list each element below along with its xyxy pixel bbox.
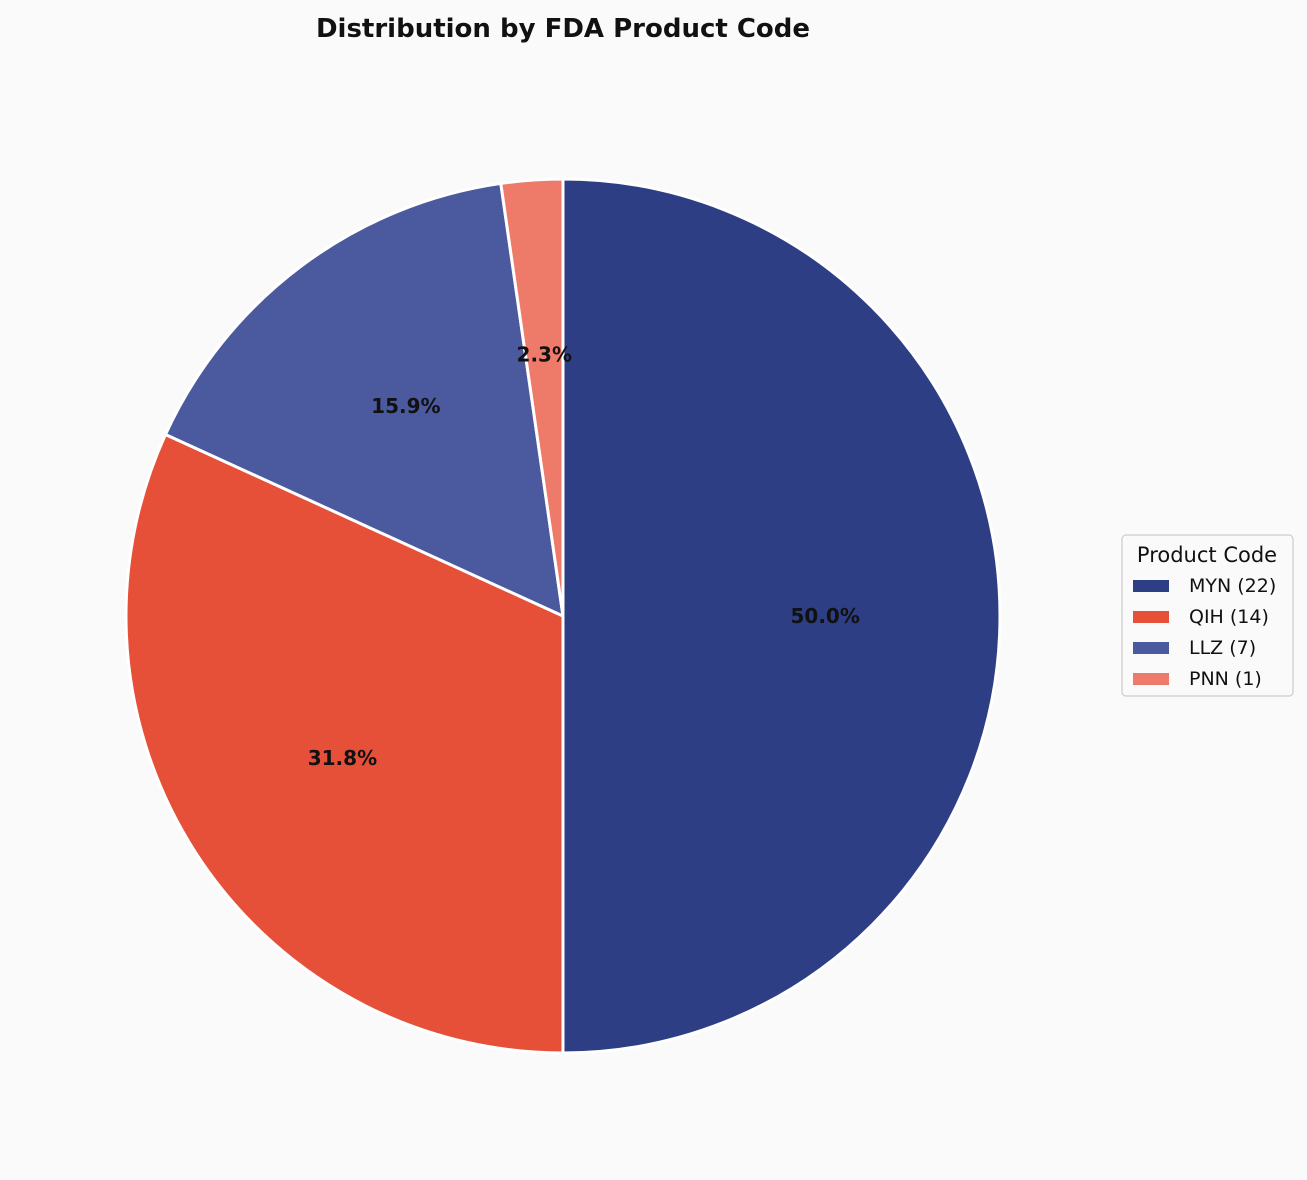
legend-swatch-myn — [1133, 580, 1169, 592]
legend: Product Code MYN (22) QIH (14) LLZ (7) PNN … — [1121, 534, 1294, 697]
pie-slices — [124, 177, 1002, 1055]
pie-percent-label-qih: 31.8% — [308, 746, 377, 770]
legend-swatch-llz — [1133, 642, 1169, 654]
pie-percent-label-llz: 15.9% — [371, 394, 440, 418]
pie-percent-label-myn: 50.0% — [791, 604, 860, 628]
legend-frame — [1121, 534, 1294, 697]
chart-title: Distribution by FDA Product Code — [316, 14, 810, 44]
pie-percent-label-pnn: 2.3% — [517, 342, 572, 366]
pie-slice-myn — [561, 177, 1002, 1055]
legend-label-qih: QIH (14) — [1189, 606, 1269, 628]
legend-label-myn: MYN (22) — [1189, 575, 1276, 597]
legend-title: Product Code — [1137, 543, 1277, 567]
pie-slice-qih — [124, 432, 565, 1055]
legend-label-pnn: PNN (1) — [1189, 668, 1262, 690]
pie-slice-pnn — [499, 177, 565, 618]
legend-entries: MYN (22) QIH (14) LLZ (7) PNN (1) — [1133, 575, 1276, 690]
legend-swatch-pnn — [1133, 673, 1169, 685]
pie-percent-labels: 50.0% 31.8% 15.9% 2.3% — [308, 342, 860, 769]
legend-label-llz: LLZ (7) — [1189, 637, 1256, 659]
pie-slice-llz — [163, 181, 565, 618]
legend-swatch-qih — [1133, 611, 1169, 623]
